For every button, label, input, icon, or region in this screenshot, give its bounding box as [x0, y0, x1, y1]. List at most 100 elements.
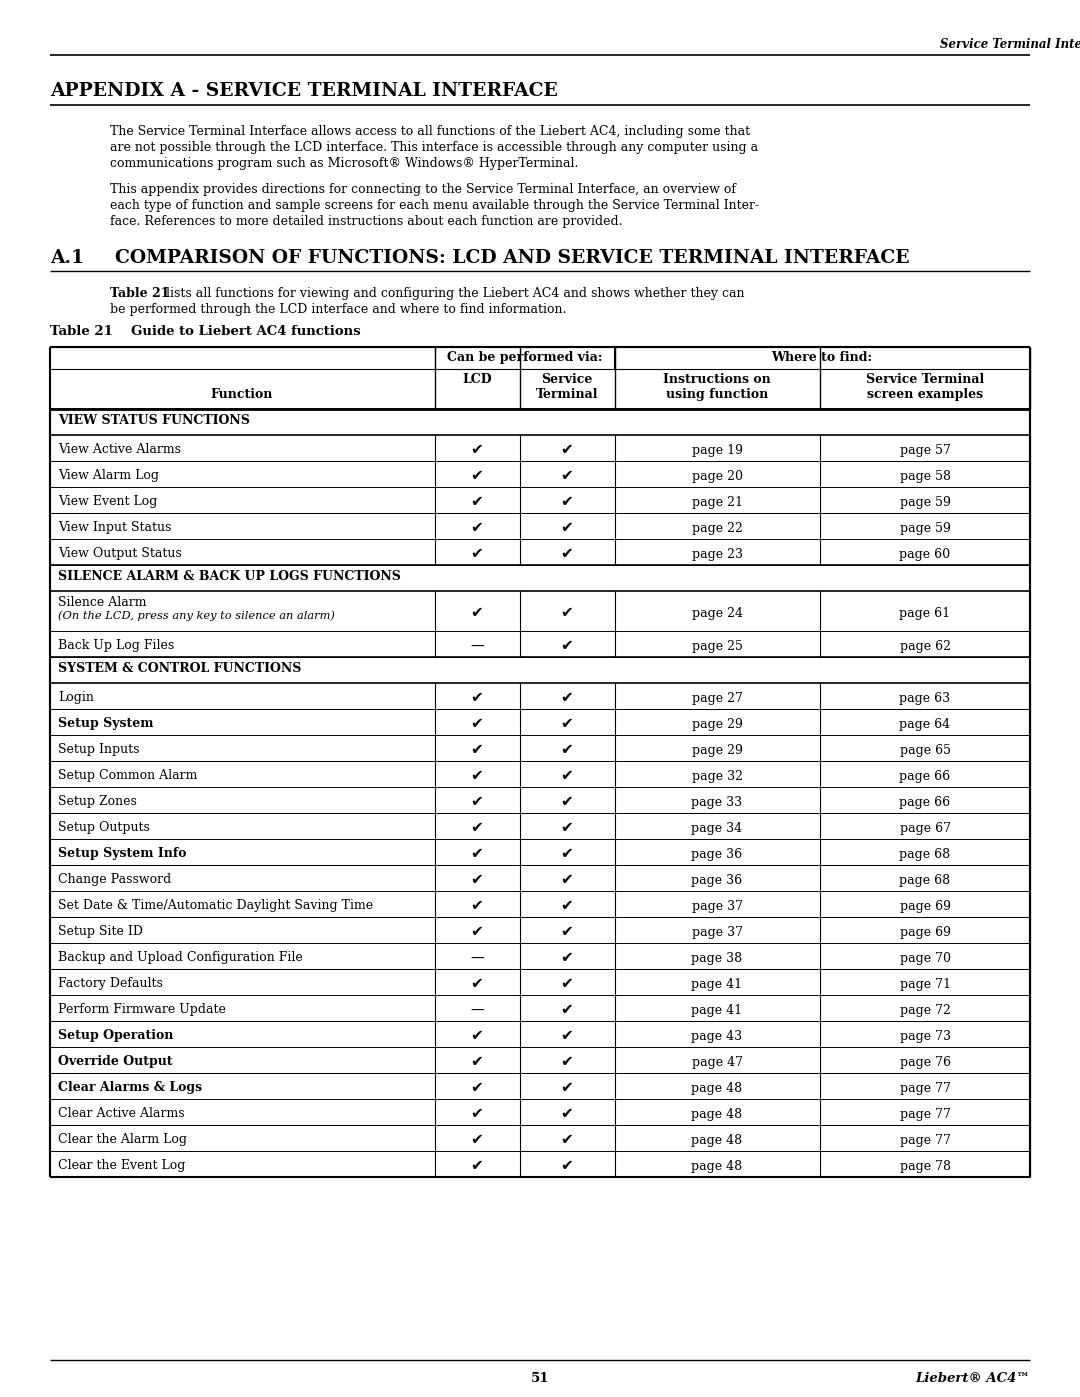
Text: Perform Firmware Update: Perform Firmware Update: [58, 1003, 226, 1016]
Text: ✔: ✔: [561, 1028, 573, 1044]
Text: ✔: ✔: [561, 768, 573, 782]
Text: ✔: ✔: [561, 1132, 573, 1147]
Text: ✔: ✔: [561, 872, 573, 887]
Text: ✔: ✔: [561, 520, 573, 535]
Text: Setup System Info: Setup System Info: [58, 847, 187, 861]
Text: ✔: ✔: [561, 977, 573, 990]
Text: ✔: ✔: [561, 546, 573, 562]
Text: A.1: A.1: [50, 249, 84, 267]
Text: page 19: page 19: [691, 444, 743, 457]
Text: Change Password: Change Password: [58, 873, 172, 886]
Text: page 73: page 73: [900, 1030, 950, 1044]
Text: Where to find:: Where to find:: [771, 351, 873, 365]
Text: VIEW STATUS FUNCTIONS: VIEW STATUS FUNCTIONS: [58, 414, 249, 427]
Text: ✔: ✔: [561, 638, 573, 652]
Text: Setup Operation: Setup Operation: [58, 1030, 174, 1042]
Text: page 78: page 78: [900, 1160, 950, 1173]
Text: ✔: ✔: [471, 977, 484, 990]
Text: page 38: page 38: [691, 951, 743, 965]
Text: This appendix provides directions for connecting to the Service Terminal Interfa: This appendix provides directions for co…: [110, 183, 735, 196]
Text: Can be performed via:: Can be performed via:: [447, 351, 603, 365]
Text: page 69: page 69: [900, 900, 950, 914]
Text: Setup Outputs: Setup Outputs: [58, 821, 150, 834]
Text: page 59: page 59: [900, 496, 950, 509]
Text: ✔: ✔: [471, 520, 484, 535]
Text: SYSTEM & CONTROL FUNCTIONS: SYSTEM & CONTROL FUNCTIONS: [58, 662, 301, 675]
Text: APPENDIX A - SERVICE TERMINAL INTERFACE: APPENDIX A - SERVICE TERMINAL INTERFACE: [50, 82, 558, 101]
Text: page 36: page 36: [691, 848, 743, 861]
Text: LCD: LCD: [462, 373, 491, 386]
Text: Setup Inputs: Setup Inputs: [58, 743, 139, 756]
Text: page 24: page 24: [691, 608, 743, 620]
Text: Set Date & Time/Automatic Daylight Saving Time: Set Date & Time/Automatic Daylight Savin…: [58, 900, 373, 912]
Text: page 20: page 20: [691, 469, 743, 483]
Text: page 32: page 32: [691, 770, 743, 782]
Text: Service
Terminal: Service Terminal: [536, 373, 598, 401]
Text: (On the LCD, press any key to silence an alarm): (On the LCD, press any key to silence an…: [58, 610, 335, 620]
Text: ✔: ✔: [561, 847, 573, 861]
Text: lists all functions for viewing and configuring the Liebert AC4 and shows whethe: lists all functions for viewing and conf…: [162, 286, 744, 300]
Text: page 43: page 43: [691, 1030, 743, 1044]
Text: page 66: page 66: [900, 770, 950, 782]
Text: ✔: ✔: [561, 495, 573, 509]
Text: ✔: ✔: [471, 923, 484, 939]
Text: face. References to more detailed instructions about each function are provided.: face. References to more detailed instru…: [110, 215, 622, 228]
Text: 51: 51: [530, 1372, 550, 1384]
Text: page 67: page 67: [900, 821, 950, 835]
Text: each type of function and sample screens for each menu available through the Ser: each type of function and sample screens…: [110, 198, 759, 212]
Text: ✔: ✔: [471, 495, 484, 509]
Text: Backup and Upload Configuration File: Backup and Upload Configuration File: [58, 951, 302, 964]
Text: ✔: ✔: [471, 441, 484, 457]
Text: page 72: page 72: [900, 1004, 950, 1017]
Text: Clear the Alarm Log: Clear the Alarm Log: [58, 1133, 187, 1146]
Text: Clear the Event Log: Clear the Event Log: [58, 1160, 186, 1172]
Text: page 41: page 41: [691, 978, 743, 990]
Text: View Event Log: View Event Log: [58, 495, 158, 509]
Text: page 48: page 48: [691, 1134, 743, 1147]
Text: ✔: ✔: [561, 441, 573, 457]
Text: page 59: page 59: [900, 522, 950, 535]
Text: Override Output: Override Output: [58, 1055, 173, 1067]
Text: —: —: [470, 951, 484, 965]
Text: ✔: ✔: [471, 1053, 484, 1069]
Text: page 77: page 77: [900, 1083, 950, 1095]
Text: page 68: page 68: [900, 848, 950, 861]
Text: View Output Status: View Output Status: [58, 548, 181, 560]
Text: ✔: ✔: [561, 468, 573, 483]
Text: ✔: ✔: [561, 605, 573, 620]
Text: Service Terminal
screen examples: Service Terminal screen examples: [866, 373, 984, 401]
Text: Silence Alarm: Silence Alarm: [58, 597, 147, 609]
Text: SILENCE ALARM & BACK UP LOGS FUNCTIONS: SILENCE ALARM & BACK UP LOGS FUNCTIONS: [58, 570, 401, 583]
Text: page 76: page 76: [900, 1056, 950, 1069]
Text: ✔: ✔: [471, 847, 484, 861]
Text: Function: Function: [211, 388, 273, 401]
Text: ✔: ✔: [561, 742, 573, 757]
Text: ✔: ✔: [471, 768, 484, 782]
Text: ✔: ✔: [471, 820, 484, 835]
Text: page 77: page 77: [900, 1134, 950, 1147]
Text: ✔: ✔: [471, 605, 484, 620]
Text: page 62: page 62: [900, 640, 950, 652]
Text: Instructions on
using function: Instructions on using function: [663, 373, 771, 401]
Text: page 48: page 48: [691, 1108, 743, 1120]
Text: ✔: ✔: [561, 1053, 573, 1069]
Text: ✔: ✔: [471, 468, 484, 483]
Text: page 27: page 27: [691, 692, 742, 705]
Text: communications program such as Microsoft® Windows® HyperTerminal.: communications program such as Microsoft…: [110, 156, 579, 170]
Text: View Input Status: View Input Status: [58, 521, 172, 534]
Text: ✔: ✔: [561, 950, 573, 965]
Text: ✔: ✔: [561, 690, 573, 705]
Text: page 47: page 47: [691, 1056, 743, 1069]
Text: ✔: ✔: [471, 898, 484, 914]
Text: ✔: ✔: [561, 1080, 573, 1095]
Text: Factory Defaults: Factory Defaults: [58, 977, 163, 990]
Text: page 48: page 48: [691, 1160, 743, 1173]
Text: Liebert® AC4™: Liebert® AC4™: [916, 1372, 1030, 1384]
Text: page 71: page 71: [900, 978, 950, 990]
Text: Setup Zones: Setup Zones: [58, 795, 137, 807]
Text: page 41: page 41: [691, 1004, 743, 1017]
Text: ✔: ✔: [471, 1080, 484, 1095]
Text: ✔: ✔: [471, 793, 484, 809]
Text: page 65: page 65: [900, 745, 950, 757]
Text: The Service Terminal Interface allows access to all functions of the Liebert AC4: The Service Terminal Interface allows ac…: [110, 124, 751, 138]
